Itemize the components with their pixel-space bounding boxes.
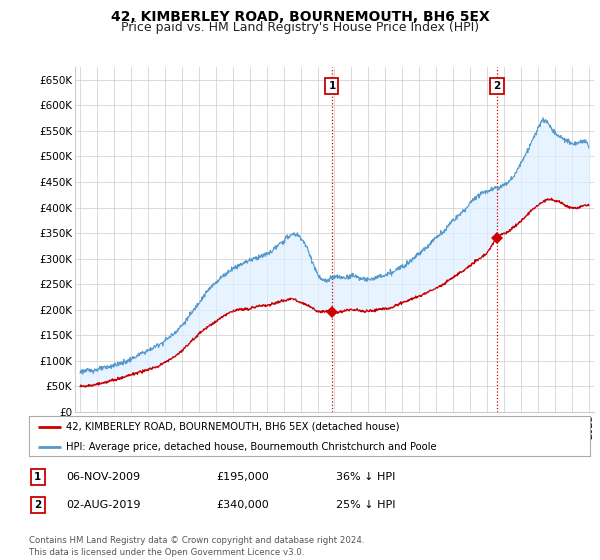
Text: HPI: Average price, detached house, Bournemouth Christchurch and Poole: HPI: Average price, detached house, Bour… — [67, 442, 437, 452]
Text: 36% ↓ HPI: 36% ↓ HPI — [336, 472, 395, 482]
Text: Price paid vs. HM Land Registry's House Price Index (HPI): Price paid vs. HM Land Registry's House … — [121, 21, 479, 34]
Text: 42, KIMBERLEY ROAD, BOURNEMOUTH, BH6 5EX (detached house): 42, KIMBERLEY ROAD, BOURNEMOUTH, BH6 5EX… — [67, 422, 400, 432]
Text: 2: 2 — [493, 81, 500, 91]
Text: 1: 1 — [328, 81, 335, 91]
Text: 25% ↓ HPI: 25% ↓ HPI — [336, 500, 395, 510]
Text: £195,000: £195,000 — [216, 472, 269, 482]
Text: Contains HM Land Registry data © Crown copyright and database right 2024.
This d: Contains HM Land Registry data © Crown c… — [29, 536, 364, 557]
Text: £340,000: £340,000 — [216, 500, 269, 510]
Text: 42, KIMBERLEY ROAD, BOURNEMOUTH, BH6 5EX: 42, KIMBERLEY ROAD, BOURNEMOUTH, BH6 5EX — [110, 10, 490, 24]
Text: 02-AUG-2019: 02-AUG-2019 — [66, 500, 140, 510]
Text: 2: 2 — [34, 500, 41, 510]
Text: 06-NOV-2009: 06-NOV-2009 — [66, 472, 140, 482]
Text: 1: 1 — [34, 472, 41, 482]
